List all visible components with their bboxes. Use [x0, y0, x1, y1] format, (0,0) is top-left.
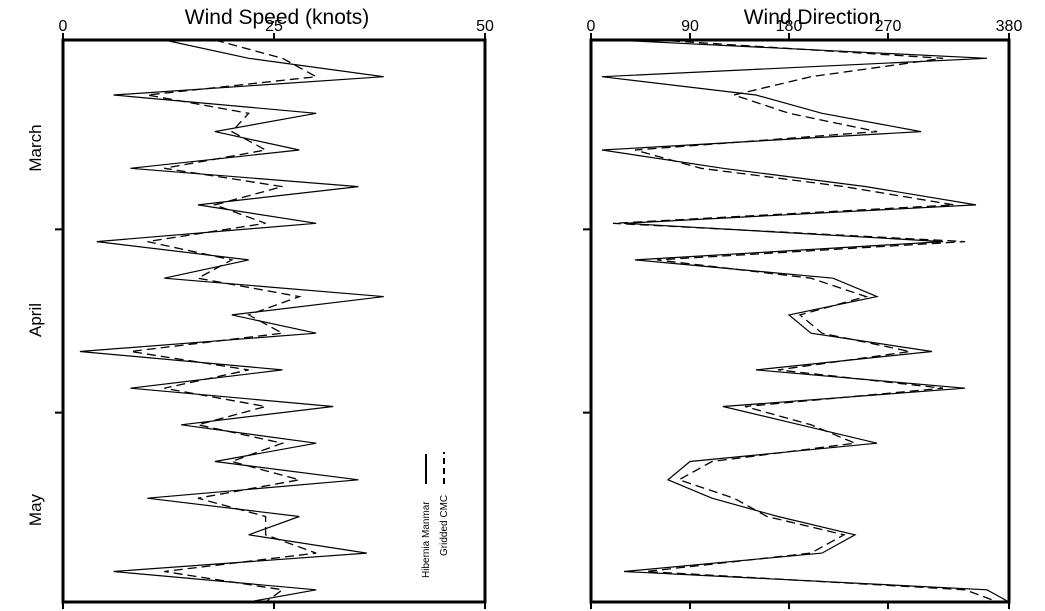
month-label-april: April [26, 303, 45, 337]
legend: Hibernia Manmar Gridded CMC [421, 452, 450, 578]
wind-direction-tick-label: 270 [875, 18, 902, 35]
month-label-may: May [26, 493, 45, 526]
month-label-march: March [26, 124, 45, 171]
legend-item-cmc: Gridded CMC [439, 452, 450, 556]
wind-direction-panel: Wind Direction 0 90 180 270 380 [583, 6, 1022, 609]
wind-direction-series-cmc [612, 39, 999, 603]
legend-item-hibernia: Hibernia Manmar [421, 454, 432, 578]
wind-direction-tick-label: 380 [996, 18, 1023, 35]
wind-speed-panel: Wind Speed (knots) 0 25 50 March April May… [26, 6, 494, 609]
legend-label-cmc: Gridded CMC [439, 495, 450, 556]
wind-speed-top-ticks: 0 25 50 [59, 18, 494, 40]
wind-speed-tick-label: 50 [476, 18, 494, 35]
legend-label-hibernia: Hibernia Manmar [421, 501, 432, 578]
wind-direction-top-ticks: 0 90 180 270 380 [587, 18, 1023, 40]
wind-speed-tick-label: 0 [59, 18, 68, 35]
wind-direction-series-hibernia [601, 39, 1010, 603]
wind-speed-month-ticks [55, 228, 63, 414]
wind-speed-title: Wind Speed (knots) [185, 6, 369, 29]
wind-direction-lines [601, 39, 1010, 603]
wind-speed-series-hibernia [79, 39, 384, 603]
wind-direction-tick-label: 180 [776, 18, 803, 35]
wind-direction-title: Wind Direction [744, 6, 881, 29]
wind-direction-tick-label: 90 [681, 18, 699, 35]
wind-direction-bottom-ticks [590, 602, 1010, 609]
wind-direction-tick-label: 0 [587, 18, 596, 35]
wind-speed-bottom-ticks [62, 602, 486, 609]
wind-speed-tick-label: 25 [265, 18, 283, 35]
wind-direction-month-ticks [583, 228, 591, 414]
wind-speed-series-cmc [130, 39, 319, 603]
wind-direction-frame [589, 38, 1011, 604]
wind-speed-lines [79, 39, 384, 603]
